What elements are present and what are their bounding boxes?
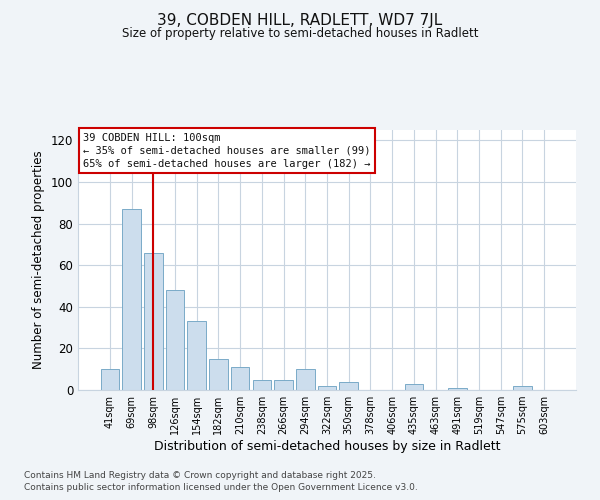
Text: Contains public sector information licensed under the Open Government Licence v3: Contains public sector information licen… [24,484,418,492]
Bar [144,252,163,390]
Bar [209,359,227,390]
Bar [274,380,293,390]
Bar [513,386,532,390]
Bar [448,388,467,390]
Bar [231,367,250,390]
Bar [187,322,206,390]
Bar [101,369,119,390]
Text: Contains HM Land Registry data © Crown copyright and database right 2025.: Contains HM Land Registry data © Crown c… [24,471,376,480]
Bar [122,209,141,390]
Y-axis label: Number of semi-detached properties: Number of semi-detached properties [32,150,45,370]
Text: 39 COBDEN HILL: 100sqm
← 35% of semi-detached houses are smaller (99)
65% of sem: 39 COBDEN HILL: 100sqm ← 35% of semi-det… [83,132,370,169]
Bar [253,380,271,390]
Bar [296,369,314,390]
Text: Size of property relative to semi-detached houses in Radlett: Size of property relative to semi-detach… [122,28,478,40]
Bar [340,382,358,390]
Text: 39, COBDEN HILL, RADLETT, WD7 7JL: 39, COBDEN HILL, RADLETT, WD7 7JL [157,12,443,28]
Bar [166,290,184,390]
Bar [404,384,423,390]
X-axis label: Distribution of semi-detached houses by size in Radlett: Distribution of semi-detached houses by … [154,440,500,453]
Bar [318,386,336,390]
